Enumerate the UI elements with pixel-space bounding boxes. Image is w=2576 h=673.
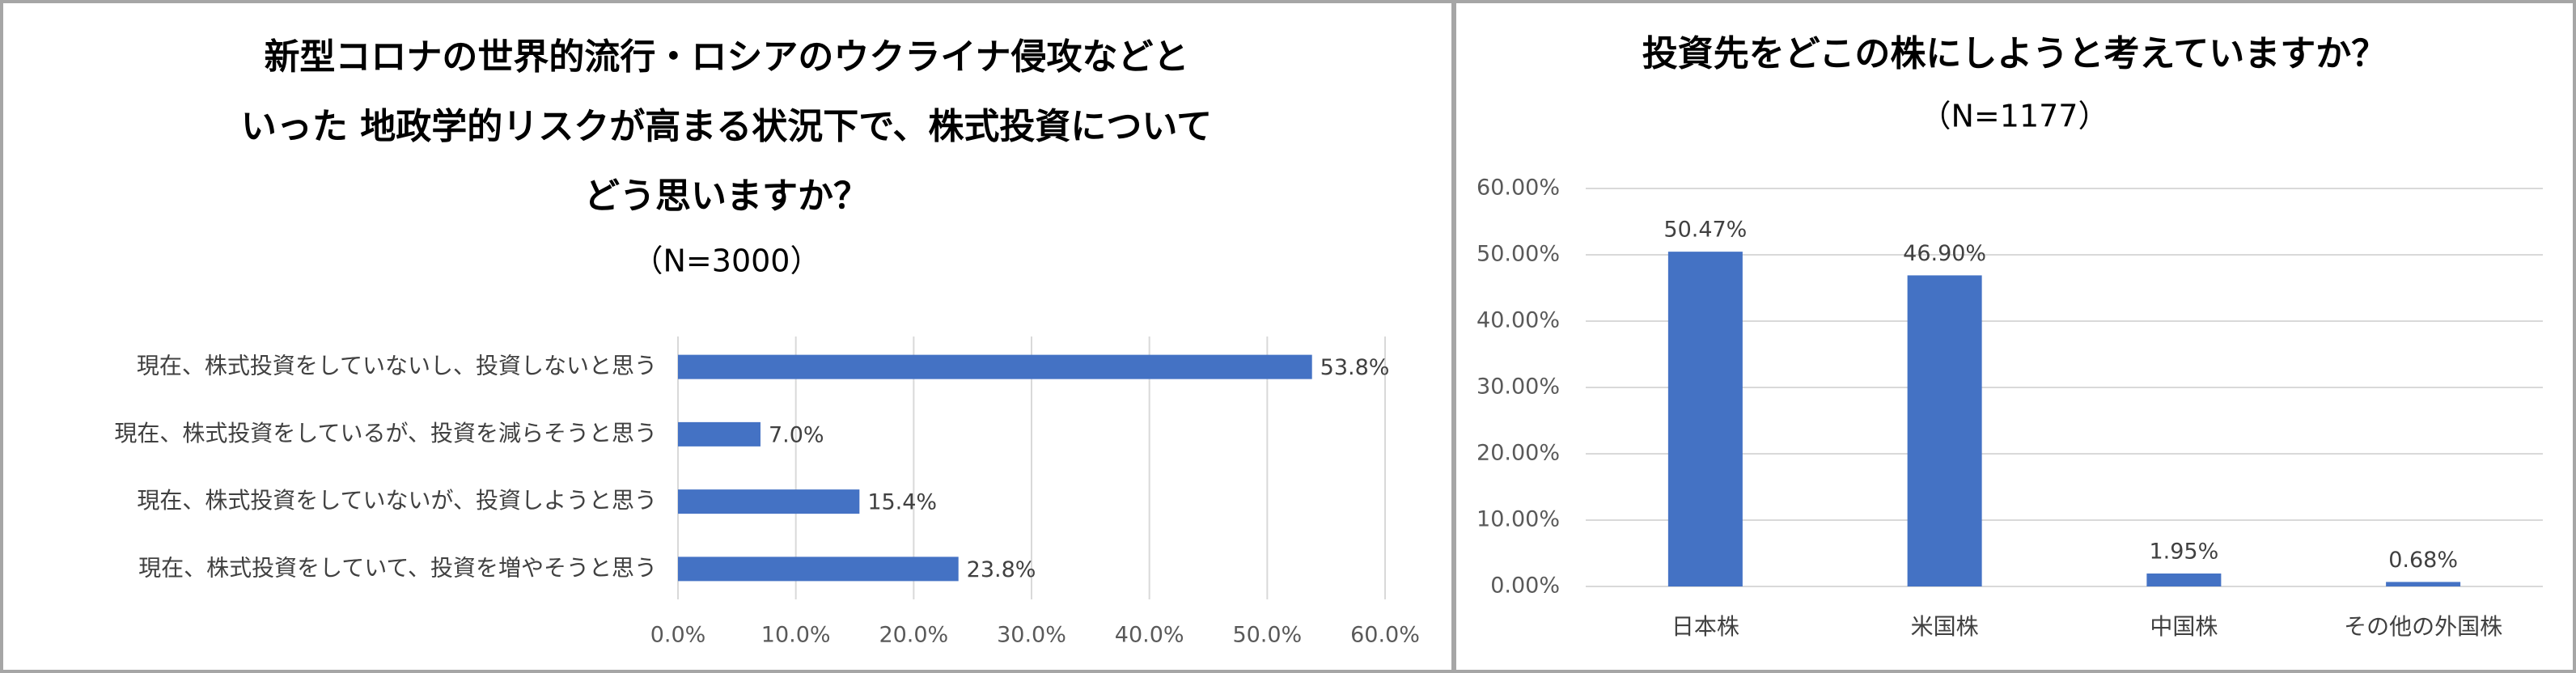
category-label: 中国株 — [2150, 613, 2218, 640]
category-label: 米国株 — [1911, 613, 1979, 640]
x-tick-label: 40.0% — [1115, 623, 1184, 648]
bar — [678, 354, 1312, 379]
value-label: 1.95% — [2149, 540, 2218, 565]
value-label: 53.8% — [1320, 355, 1390, 380]
chart-title: どう思いますか？ — [584, 176, 869, 217]
category-label: 日本株 — [1671, 613, 1739, 640]
category-label: 現在、株式投資をしていないが、投資しようと思う — [137, 487, 657, 514]
y-tick-label: 40.00% — [1477, 308, 1560, 333]
y-tick-label: 60.00% — [1477, 176, 1560, 201]
bar — [2386, 582, 2461, 586]
category-label: 現在、株式投資をしているが、投資を減らそうと思う — [114, 420, 657, 447]
bar — [2146, 574, 2222, 586]
x-tick-label: 0.0% — [650, 623, 706, 648]
x-tick-label: 60.0% — [1350, 623, 1420, 648]
value-label: 0.68% — [2388, 548, 2458, 573]
y-tick-label: 10.00% — [1477, 507, 1560, 532]
y-tick-label: 0.00% — [1490, 574, 1560, 599]
bar — [678, 421, 761, 447]
category-label: その他の外国株 — [2344, 613, 2502, 640]
x-tick-label: 50.0% — [1232, 623, 1302, 648]
chart-title: 新型コロナの世界的流行・ロシアのウクライナ侵攻などと — [264, 36, 1188, 78]
category-label: 現在、株式投資をしていないし、投資しないと思う — [137, 353, 657, 379]
bar — [1667, 252, 1743, 586]
value-label: 50.47% — [1663, 218, 1747, 243]
value-label: 23.8% — [967, 557, 1036, 582]
chart-subtitle: （N=3000） — [633, 243, 821, 279]
x-tick-label: 30.0% — [997, 623, 1066, 648]
chart-title: いった 地政学的リスクが高まる状況下で、株式投資について — [241, 106, 1212, 147]
x-tick-label: 10.0% — [761, 623, 831, 648]
value-label: 7.0% — [769, 422, 824, 447]
category-label: 現在、株式投資をしていて、投資を増やそうと思う — [138, 554, 657, 581]
bar — [678, 489, 860, 514]
x-tick-label: 20.0% — [879, 623, 948, 648]
y-tick-label: 30.00% — [1477, 375, 1560, 400]
chart-title: 投資先をどこの株にしようと考えていますか？ — [1642, 33, 2387, 74]
chart-subtitle: （N=1177） — [1921, 99, 2109, 134]
y-tick-label: 50.00% — [1477, 242, 1560, 267]
value-label: 15.4% — [867, 490, 937, 515]
y-tick-label: 20.00% — [1477, 441, 1560, 466]
bar — [678, 557, 959, 582]
bar — [1907, 275, 1982, 586]
value-label: 46.90% — [1903, 241, 1986, 266]
